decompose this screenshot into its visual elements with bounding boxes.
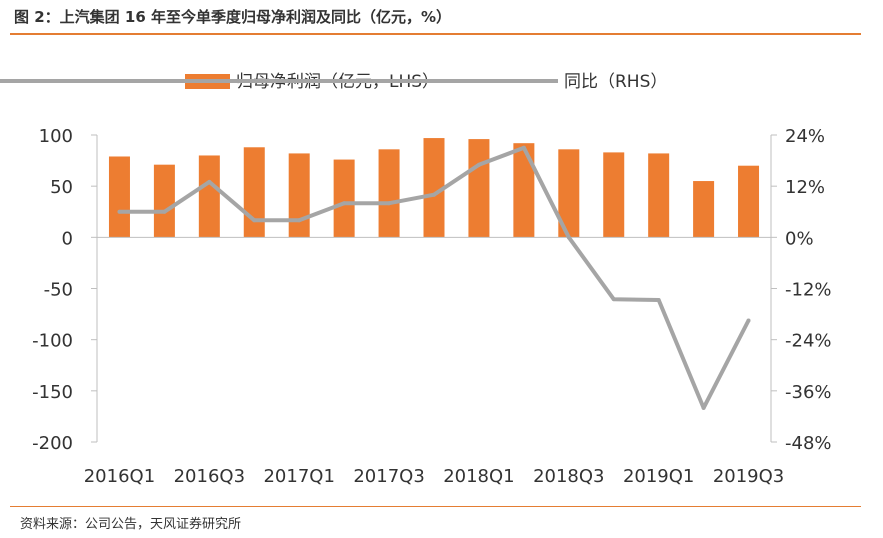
bar: [423, 138, 445, 238]
yoy-point: [566, 235, 571, 240]
x-tick-label: 2018Q3: [533, 466, 604, 487]
y-right-tick-label: -36%: [785, 382, 832, 403]
bar: [603, 152, 625, 238]
yoy-point: [656, 298, 661, 303]
yoy-point: [162, 209, 167, 214]
bar: [153, 164, 175, 238]
yoy-point: [432, 192, 436, 197]
yoy-point: [387, 201, 392, 206]
footer-divider: [10, 506, 861, 507]
legend-line-label: 同比（RHS）: [564, 72, 667, 92]
x-tick-label: 2017Q1: [263, 466, 334, 487]
bar: [198, 155, 220, 238]
y-left-tick-label: 0: [62, 228, 73, 249]
x-tick-label: 2019Q1: [623, 466, 694, 487]
y-left-tick-label: 50: [50, 177, 73, 198]
y-right-tick-label: -48%: [785, 433, 832, 454]
yoy-point: [476, 162, 481, 167]
yoy-point: [207, 179, 212, 184]
y-left-tick-label: -200: [32, 433, 73, 454]
y-right-tick-label: 24%: [785, 126, 825, 147]
y-left-tick-label: -150: [32, 382, 73, 403]
chart: 归母净利润（亿元，LHS） 同比（RHS） 100 50 0 -50 -100 -150 -…: [0, 72, 832, 487]
legend: 归母净利润（亿元，LHS） 同比（RHS）: [0, 72, 667, 92]
x-tick-label: 2017Q3: [353, 466, 424, 487]
y-right-tick-label: 12%: [785, 177, 825, 198]
bar: [468, 139, 490, 238]
yoy-point: [746, 318, 751, 323]
x-tick-label: 2016Q1: [84, 466, 155, 487]
yoy-point: [701, 405, 706, 410]
chart-title: 图 2：上汽集团 16 年至今单季度归母净利润及同比（亿元，%）: [14, 8, 452, 26]
y-left-tick-label: -100: [32, 331, 73, 352]
bar: [333, 159, 355, 238]
bar: [243, 147, 265, 238]
y-left-tick-label: -50: [44, 280, 73, 301]
yoy-point: [521, 145, 526, 150]
y-right-tick-label: -24%: [785, 331, 832, 352]
yoy-point: [342, 201, 347, 206]
bar: [648, 153, 670, 238]
yoy-point: [117, 209, 122, 214]
bar: [738, 165, 760, 238]
yoy-point: [297, 218, 302, 223]
title-divider: [10, 33, 861, 35]
plot-area: 100 50 0 -50 -100 -150 -200 24% 12% 0% -12% -24% -36…: [32, 126, 831, 487]
y-left-tick-label: 100: [39, 126, 73, 147]
x-tick-label: 2019Q3: [713, 466, 784, 487]
yoy-point: [611, 297, 616, 302]
bar: [558, 149, 580, 238]
bar: [378, 149, 400, 238]
bar: [693, 181, 715, 238]
x-tick-label: 2018Q1: [443, 466, 514, 487]
y-right-tick-label: 0%: [785, 228, 814, 249]
bar: [513, 143, 535, 238]
x-tick-label: 2016Q3: [174, 466, 245, 487]
yoy-point: [252, 218, 257, 223]
bar: [108, 156, 130, 238]
source-note: 资料来源：公司公告，天风证券研究所: [20, 517, 242, 532]
bar: [288, 153, 310, 238]
y-right-tick-label: -12%: [785, 280, 832, 301]
